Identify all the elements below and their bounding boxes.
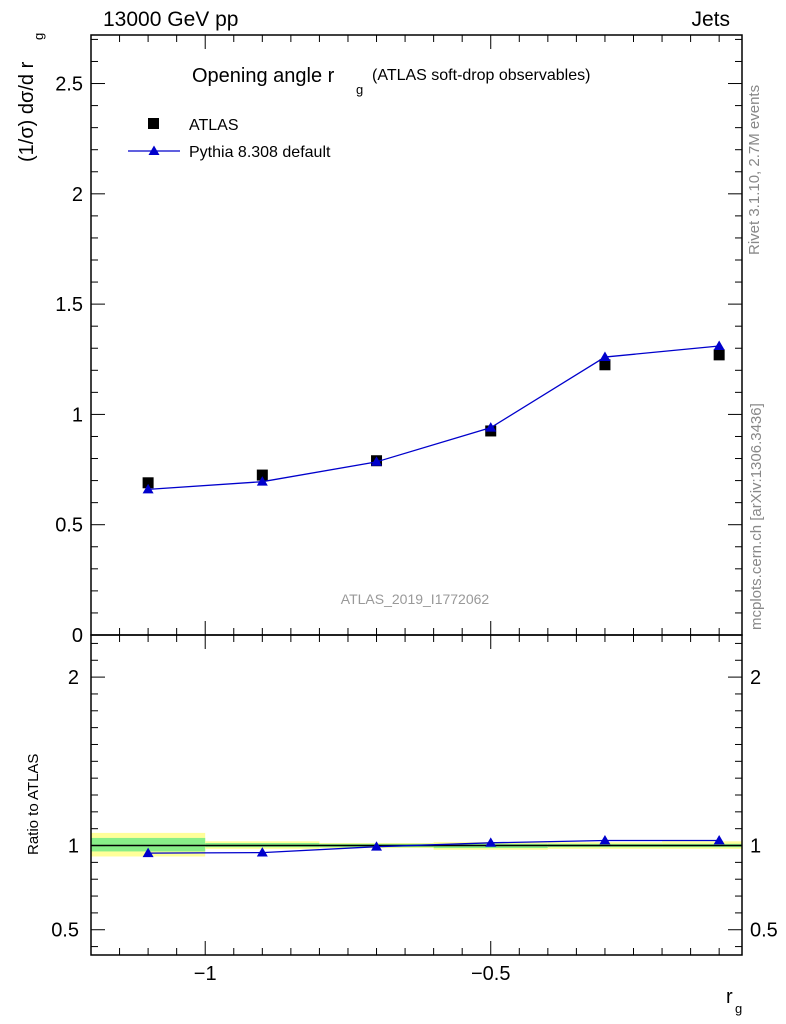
ratio-plot-frame — [90, 634, 743, 956]
legend: ATLAS Pythia 8.308 default — [128, 117, 331, 161]
ratio-pythia-point — [371, 841, 383, 851]
ratio-y-tick-label: 2 — [68, 667, 79, 689]
main-y-tick-label: 2 — [72, 184, 83, 206]
legend-label-pythia: Pythia 8.308 default — [189, 144, 331, 161]
pythia-data-point — [599, 351, 611, 362]
x-tick-label: −0.5 — [471, 963, 510, 985]
main-y-tick-label: 2.5 — [55, 74, 83, 96]
ratio-y-tick-label-right: 2 — [750, 667, 761, 689]
main-y-tick-label: 0.5 — [55, 515, 83, 537]
ratio-y-tick-label-right: 0.5 — [750, 920, 778, 942]
main-y-tick-label: 1 — [72, 404, 83, 426]
analysis-watermark: ATLAS_2019_I1772062 — [341, 591, 490, 607]
ratio-y-axis-title: Ratio to ATLAS — [25, 754, 42, 855]
legend-label-atlas: ATLAS — [189, 117, 239, 134]
ratio-pythia-point — [256, 847, 268, 857]
ratio-pythia-point — [599, 834, 611, 845]
atlas-data-point — [142, 477, 154, 489]
ratio-pythia-point — [142, 847, 154, 858]
main-y-axis-title: (1/σ) dσ/d r g — [16, 33, 46, 162]
ratio-y-tick-label-right: 1 — [750, 836, 761, 858]
pythia-line — [148, 345, 720, 491]
main-y-axis-label: (1/σ) dσ/d r — [16, 61, 38, 162]
ratio-y-tick-label: 1 — [68, 836, 79, 858]
atlas-data-point — [599, 359, 611, 371]
x-axis-label-subscript: g — [735, 1001, 742, 1016]
pythia-data-point — [142, 483, 154, 494]
pythia-data-point — [256, 476, 268, 486]
pythia-data-point — [713, 340, 725, 350]
pythia-data-point — [485, 422, 497, 432]
main-y-tick-label: 1.5 — [55, 294, 83, 316]
pythia-data-point — [371, 456, 383, 466]
ratio-pythia-point — [713, 834, 725, 845]
chart-title-subscript: g — [356, 82, 363, 97]
header-process-label: Jets — [691, 8, 730, 31]
x-axis-label: r — [726, 986, 733, 1008]
atlas-data-point — [713, 349, 725, 361]
ratio-y-axis-label: Ratio to ATLAS — [25, 754, 42, 855]
x-tick-label: −1 — [194, 963, 217, 985]
ratio-pythia-line — [148, 839, 720, 854]
main-y-tick-label: 0 — [72, 625, 83, 647]
atlas-data-point — [256, 469, 268, 481]
legend-marker-atlas — [148, 118, 159, 129]
ratio-stat-uncertainty-band — [91, 837, 206, 852]
chart-title-suffix: (ATLAS soft-drop observables) — [372, 67, 590, 84]
header-energy-label: 13000 GeV pp — [103, 8, 239, 31]
legend-marker-pythia — [148, 145, 160, 155]
chart-title: Opening angle r — [192, 65, 335, 87]
ratio-pythia-point — [485, 837, 497, 847]
ratio-y-tick-label: 0.5 — [51, 920, 79, 942]
main-y-axis-label-subscript: g — [31, 33, 46, 40]
